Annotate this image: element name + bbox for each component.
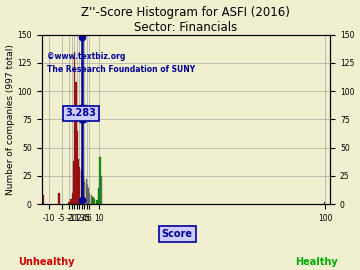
Bar [95, 200, 97, 204]
Y-axis label: Number of companies (997 total): Number of companies (997 total) [5, 44, 14, 195]
Bar [68, 202, 69, 204]
Text: The Research Foundation of SUNY: The Research Foundation of SUNY [47, 65, 195, 74]
Bar [89, 193, 90, 204]
Bar [92, 197, 93, 204]
Text: Unhealthy: Unhealthy [19, 257, 75, 267]
Text: Score: Score [162, 229, 193, 239]
Text: Healthy: Healthy [296, 257, 338, 267]
Bar [99, 157, 100, 204]
Bar [72, 193, 73, 204]
Bar [79, 167, 80, 204]
Bar [58, 193, 59, 204]
Text: ©www.textbiz.org: ©www.textbiz.org [47, 52, 126, 61]
Bar [43, 195, 44, 204]
Bar [97, 200, 98, 204]
Bar [88, 188, 89, 204]
Bar [324, 202, 325, 204]
Bar [78, 159, 79, 204]
Bar [87, 185, 88, 204]
Bar [71, 198, 72, 204]
Bar [76, 82, 77, 204]
Bar [83, 176, 84, 204]
Bar [94, 198, 95, 204]
Bar [86, 179, 87, 204]
Bar [100, 176, 102, 204]
Text: 3.283: 3.283 [66, 108, 96, 118]
Title: Z''-Score Histogram for ASFI (2016)
Sector: Financials: Z''-Score Histogram for ASFI (2016) Sect… [81, 6, 290, 33]
Bar [74, 52, 75, 204]
Bar [73, 161, 74, 204]
Bar [81, 170, 82, 204]
Bar [82, 173, 83, 204]
Bar [93, 197, 94, 204]
Bar [84, 181, 85, 204]
Bar [98, 188, 99, 204]
Bar [69, 202, 71, 204]
Bar [59, 193, 60, 204]
Bar [77, 131, 78, 204]
Bar [91, 195, 92, 204]
